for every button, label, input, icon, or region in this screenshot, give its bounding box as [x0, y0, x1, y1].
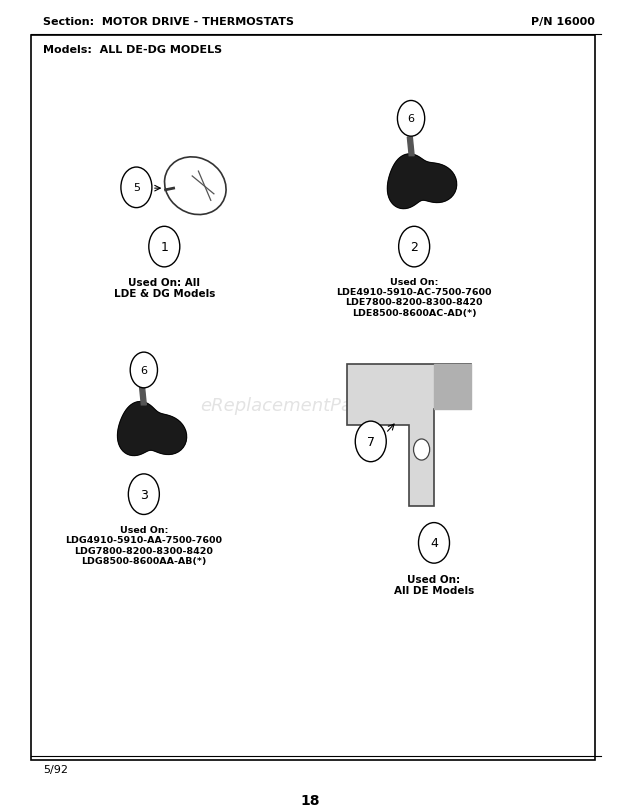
Text: Used On: All
LDE & DG Models: Used On: All LDE & DG Models: [113, 277, 215, 298]
Ellipse shape: [164, 157, 226, 215]
Text: 5/92: 5/92: [43, 764, 68, 774]
Polygon shape: [407, 138, 414, 157]
Text: eReplacementParts.com: eReplacementParts.com: [200, 397, 420, 414]
Circle shape: [418, 523, 449, 564]
Polygon shape: [388, 155, 457, 209]
Circle shape: [121, 168, 152, 208]
Text: P/N 16000: P/N 16000: [531, 17, 595, 27]
Circle shape: [397, 101, 425, 137]
Text: 7: 7: [367, 436, 374, 448]
Text: 6: 6: [140, 366, 148, 375]
Text: 1: 1: [161, 241, 168, 254]
Text: Used On:
LDE4910-5910-AC-7500-7600
LDE7800-8200-8300-8420
LDE8500-8600AC-AD(*): Used On: LDE4910-5910-AC-7500-7600 LDE78…: [337, 277, 492, 317]
Circle shape: [355, 422, 386, 462]
Text: 6: 6: [407, 114, 415, 124]
Text: Used On:
All DE Models: Used On: All DE Models: [394, 574, 474, 595]
Text: Used On:
LDG4910-5910-AA-7500-7600
LDG7800-8200-8300-8420
LDG8500-8600AA-AB(*): Used On: LDG4910-5910-AA-7500-7600 LDG78…: [65, 526, 223, 565]
FancyBboxPatch shape: [31, 36, 595, 760]
Text: 3: 3: [140, 488, 148, 501]
Text: Models:  ALL DE-DG MODELS: Models: ALL DE-DG MODELS: [43, 45, 223, 54]
Polygon shape: [140, 387, 146, 406]
Text: 5: 5: [133, 183, 140, 193]
Text: Section:  MOTOR DRIVE - THERMOSTATS: Section: MOTOR DRIVE - THERMOSTATS: [43, 17, 294, 27]
Circle shape: [149, 227, 180, 268]
Circle shape: [130, 353, 157, 388]
Text: 2: 2: [410, 241, 418, 254]
Polygon shape: [347, 365, 471, 507]
Circle shape: [414, 440, 430, 461]
Circle shape: [399, 227, 430, 268]
Text: 4: 4: [430, 537, 438, 550]
Polygon shape: [434, 365, 471, 410]
Text: 18: 18: [300, 793, 320, 807]
Polygon shape: [118, 402, 187, 456]
Circle shape: [128, 474, 159, 515]
